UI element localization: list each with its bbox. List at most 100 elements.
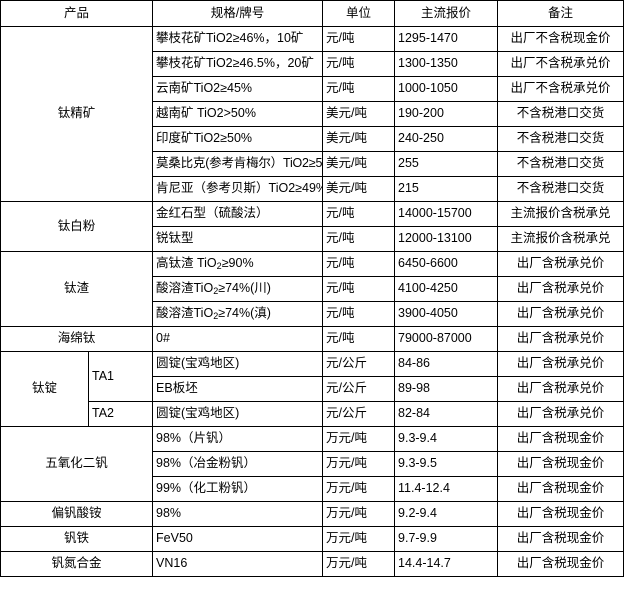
unit-cell: 元/吨	[322, 226, 396, 252]
unit-cell: 美元/吨	[322, 101, 396, 127]
table-row: 海绵钛 0# 元/吨 79000-87000 出厂含税承兑价	[0, 326, 625, 352]
spec-cell: 酸溶渣TiO2≥74%(川)	[152, 276, 324, 302]
column-header-product: 产品	[0, 0, 154, 27]
note-cell: 出厂含税现金价	[497, 476, 625, 502]
column-header-note: 备注	[497, 0, 625, 27]
note-cell: 主流报价含税承兑	[497, 226, 625, 252]
note-cell: 出厂含税承兑价	[497, 376, 625, 402]
spec-cell: 莫桑比克(参考肯梅尔）TiO2≥50%	[152, 151, 324, 177]
grade-cell: TA1	[87, 351, 154, 402]
spec-cell: 98%	[152, 501, 324, 527]
spec-cell: 攀枝花矿TiO2≥46.5%，20矿	[152, 51, 324, 77]
price-cell: 190-200	[394, 101, 499, 127]
unit-cell: 元/吨	[322, 76, 396, 102]
note-cell: 不含税港口交货	[497, 151, 625, 177]
price-cell: 82-84	[394, 401, 499, 427]
price-cell: 84-86	[394, 351, 499, 377]
note-cell: 出厂含税现金价	[497, 501, 625, 527]
price-cell: 255	[394, 151, 499, 177]
spec-cell: 圆锭(宝鸡地区)	[152, 401, 324, 427]
price-cell: 3900-4050	[394, 301, 499, 327]
price-cell: 9.7-9.9	[394, 526, 499, 552]
note-cell: 出厂含税承兑价	[497, 251, 625, 277]
spec-cell: 酸溶渣TiO2≥74%(滇)	[152, 301, 324, 327]
header-row: 产品 规格/牌号 单位 主流报价 备注	[0, 0, 625, 27]
spec-cell: 越南矿 TiO2>50%	[152, 101, 324, 127]
spec-cell: 攀枝花矿TiO2≥46%，10矿	[152, 26, 324, 52]
spec-cell: 金红石型（硫酸法）	[152, 201, 324, 227]
product-name-cell: 钒铁	[0, 526, 154, 552]
spec-cell: 99%（化工粉钒）	[152, 476, 324, 502]
spec-cell: 印度矿TiO2≥50%	[152, 126, 324, 152]
price-cell: 9.2-9.4	[394, 501, 499, 527]
note-cell: 出厂含税承兑价	[497, 351, 625, 377]
spec-subscript: 2	[213, 286, 219, 297]
table-row: 钒铁 FeV50 万元/吨 9.7-9.9 出厂含税现金价	[0, 526, 625, 552]
spec-cell: FeV50	[152, 526, 324, 552]
table-row: 钒氮合金 VN16 万元/吨 14.4-14.7 出厂含税现金价	[0, 551, 625, 577]
table-row: 钛锭 TA1 圆锭(宝鸡地区) 元/公斤 84-86 出厂含税承兑价	[0, 351, 625, 427]
price-cell: 11.4-12.4	[394, 476, 499, 502]
unit-cell: 元/吨	[322, 201, 396, 227]
price-cell: 1000-1050	[394, 76, 499, 102]
unit-cell: 元/吨	[322, 276, 396, 302]
spec-subscript: 2	[213, 311, 219, 322]
table-row: EB板坯 元/公斤 89-98 出厂含税承兑价	[1, 376, 625, 402]
table-row: 印度矿TiO2≥50% 美元/吨 240-250 不含税港口交货	[1, 126, 625, 152]
note-cell: 出厂含税承兑价	[497, 301, 625, 327]
note-cell: 不含税港口交货	[497, 101, 625, 127]
grade-cell: TA2	[87, 401, 154, 427]
note-cell: 出厂含税承兑价	[497, 401, 625, 427]
spec-cell: 云南矿TiO2≥45%	[152, 76, 324, 102]
product-name-cell: 钛精矿	[0, 26, 154, 202]
table-row: 云南矿TiO2≥45% 元/吨 1000-1050 出厂不含税承兑价	[1, 76, 625, 102]
note-cell: 出厂含税现金价	[497, 426, 625, 452]
table-row: TA2 圆锭(宝鸡地区) 元/公斤 82-84 出厂含税承兑价	[1, 401, 625, 427]
unit-cell: 万元/吨	[322, 551, 396, 577]
unit-cell: 万元/吨	[322, 526, 396, 552]
table-row: 钛白粉 金红石型（硫酸法） 元/吨 14000-15700 主流报价含税承兑	[0, 201, 625, 252]
table-row: 酸溶渣TiO2≥74%(川) 元/吨 4100-4250 出厂含税承兑价	[1, 276, 625, 302]
table-row: 肯尼亚（参考贝斯）TiO2≥49% 美元/吨 215 不含税港口交货	[1, 176, 625, 202]
note-cell: 主流报价含税承兑	[497, 201, 625, 227]
table-row: 锐钛型 元/吨 12000-13100 主流报价含税承兑	[1, 226, 625, 252]
table-body: 钛精矿 攀枝花矿TiO2≥46%，10矿 元/吨 1295-1470 出厂不含税现金价攀…	[0, 26, 625, 577]
spec-cell: VN16	[152, 551, 324, 577]
unit-cell: 元/吨	[322, 251, 396, 277]
price-cell: 240-250	[394, 126, 499, 152]
note-cell: 出厂不含税承兑价	[497, 76, 625, 102]
column-header-price: 主流报价	[394, 0, 499, 27]
product-name-cell: 钒氮合金	[0, 551, 154, 577]
unit-cell: 美元/吨	[322, 151, 396, 177]
note-cell: 出厂含税现金价	[497, 451, 625, 477]
unit-cell: 万元/吨	[322, 501, 396, 527]
price-cell: 14.4-14.7	[394, 551, 499, 577]
note-cell: 不含税港口交货	[497, 126, 625, 152]
unit-cell: 美元/吨	[322, 176, 396, 202]
spec-cell: EB板坯	[152, 376, 324, 402]
unit-cell: 美元/吨	[322, 126, 396, 152]
note-cell: 出厂不含税承兑价	[497, 51, 625, 77]
note-cell: 出厂含税现金价	[497, 526, 625, 552]
column-header-unit: 单位	[322, 0, 396, 27]
spec-subscript: 2	[216, 261, 222, 272]
spec-cell: 98%（冶金粉钒）	[152, 451, 324, 477]
note-cell: 出厂含税承兑价	[497, 326, 625, 352]
spec-cell: 高钛渣 TiO2≥90%	[152, 251, 324, 277]
product-name-cell: 钛渣	[0, 251, 154, 327]
unit-cell: 元/吨	[322, 301, 396, 327]
price-cell: 1295-1470	[394, 26, 499, 52]
note-cell: 出厂含税承兑价	[497, 276, 625, 302]
price-cell: 9.3-9.5	[394, 451, 499, 477]
table-header: 产品 规格/牌号 单位 主流报价 备注	[0, 0, 625, 27]
unit-cell: 万元/吨	[322, 426, 396, 452]
column-header-spec: 规格/牌号	[152, 0, 324, 27]
price-cell: 215	[394, 176, 499, 202]
note-cell: 出厂含税现金价	[497, 551, 625, 577]
unit-cell: 元/公斤	[322, 351, 396, 377]
spec-cell: 98%（片钒）	[152, 426, 324, 452]
unit-cell: 万元/吨	[322, 451, 396, 477]
unit-cell: 元/公斤	[322, 376, 396, 402]
table-row: 钛精矿 攀枝花矿TiO2≥46%，10矿 元/吨 1295-1470 出厂不含税现金价	[0, 26, 625, 202]
note-cell: 不含税港口交货	[497, 176, 625, 202]
